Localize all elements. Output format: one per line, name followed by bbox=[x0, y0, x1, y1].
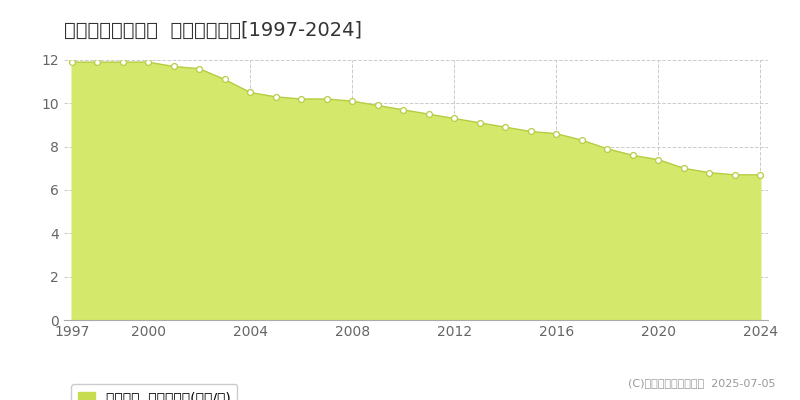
Point bbox=[652, 156, 665, 163]
Text: 佐用郡佐用町長尾  基準地価推移[1997-2024]: 佐用郡佐用町長尾 基準地価推移[1997-2024] bbox=[64, 21, 362, 40]
Point bbox=[346, 98, 358, 104]
Point bbox=[678, 165, 690, 172]
Legend: 基準地価  平均坪単価(万円/坪): 基準地価 平均坪単価(万円/坪) bbox=[71, 384, 238, 400]
Point bbox=[295, 96, 308, 102]
Point bbox=[550, 130, 562, 137]
Point bbox=[371, 102, 384, 109]
Point bbox=[754, 172, 766, 178]
Point bbox=[524, 128, 537, 135]
Point bbox=[499, 124, 512, 130]
Point bbox=[320, 96, 333, 102]
Point bbox=[142, 59, 154, 65]
Point bbox=[218, 76, 231, 83]
Text: (C)土地価格ドットコム  2025-07-05: (C)土地価格ドットコム 2025-07-05 bbox=[629, 378, 776, 388]
Point bbox=[193, 66, 206, 72]
Point bbox=[729, 172, 742, 178]
Point bbox=[575, 137, 588, 143]
Point bbox=[626, 152, 639, 158]
Point bbox=[422, 111, 435, 117]
Point bbox=[397, 107, 410, 113]
Point bbox=[601, 146, 614, 152]
Point bbox=[116, 59, 129, 65]
Point bbox=[474, 120, 486, 126]
Point bbox=[66, 59, 78, 65]
Point bbox=[244, 89, 257, 96]
Point bbox=[448, 115, 461, 122]
Point bbox=[703, 170, 716, 176]
Point bbox=[90, 59, 103, 65]
Point bbox=[270, 94, 282, 100]
Point bbox=[167, 63, 180, 70]
